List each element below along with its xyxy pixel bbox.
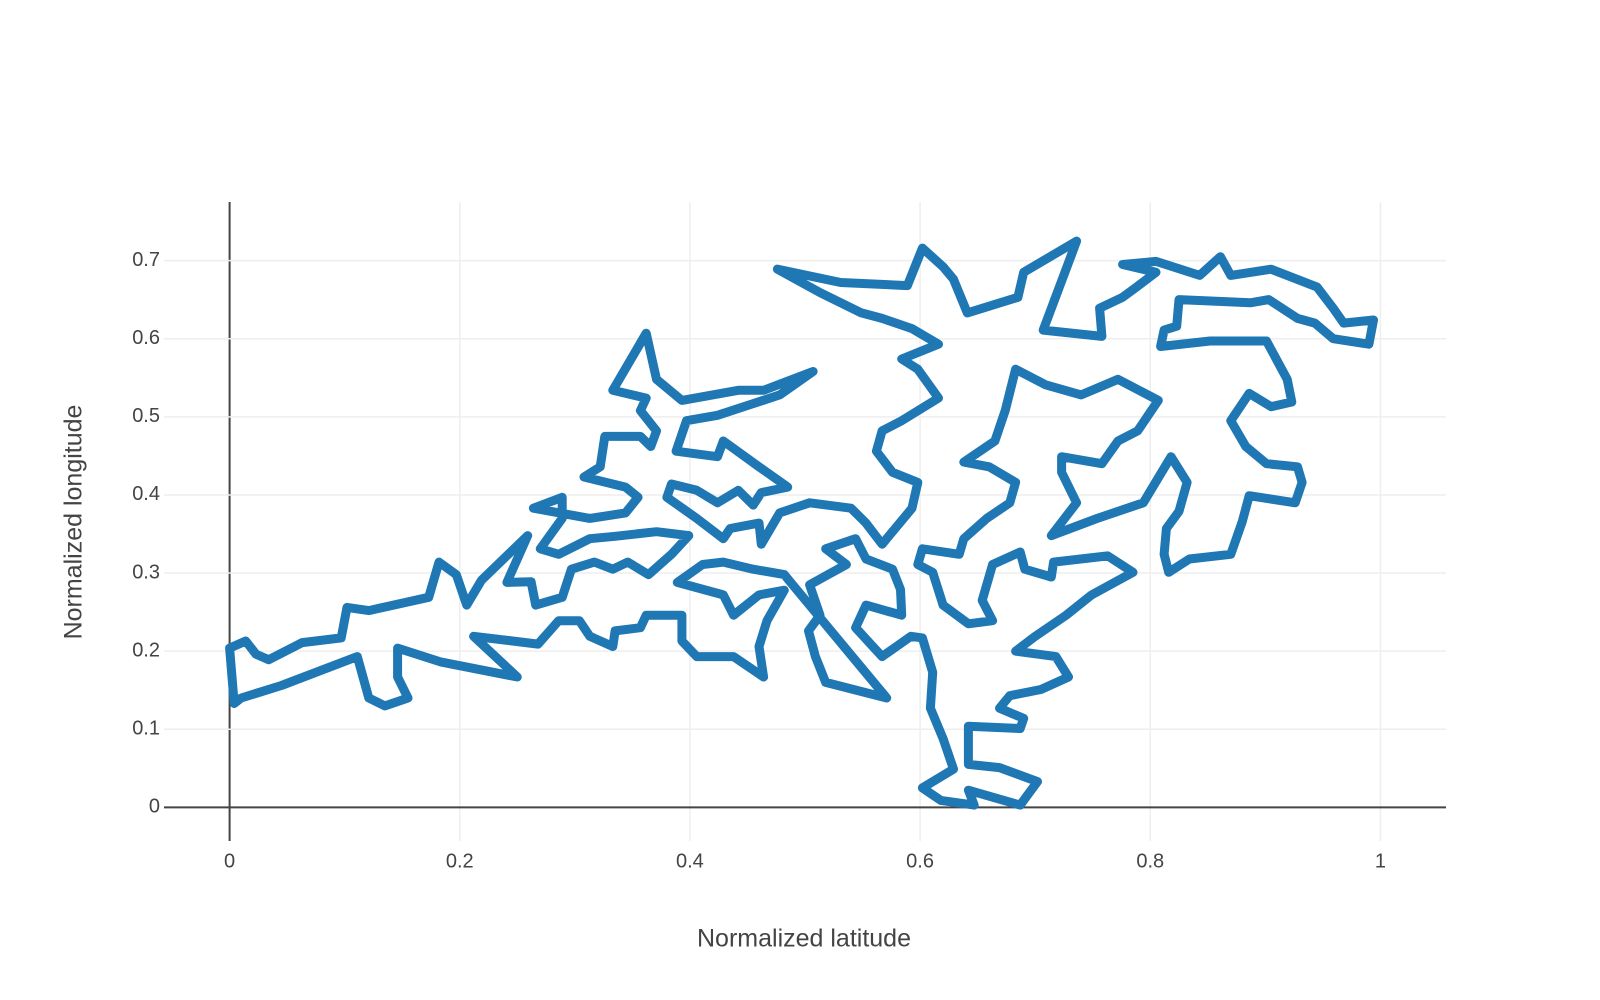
x-tick-label: 0 (224, 850, 235, 872)
x-tick-label: 0.4 (676, 850, 704, 872)
y-tick-label: 0.2 (132, 639, 160, 661)
y-tick-label: 0.4 (132, 483, 160, 505)
y-tick-label: 0 (149, 796, 160, 818)
y-axis-title: Normalized longitude (60, 405, 88, 640)
y-tick-label: 0.5 (132, 405, 160, 427)
y-tick-label: 0.7 (132, 249, 160, 271)
x-tick-label: 1 (1375, 850, 1386, 872)
x-axis-title: Normalized latitude (697, 925, 911, 953)
plot-area (225, 236, 1378, 810)
x-tick-label: 0.6 (906, 850, 934, 872)
y-tick-label: 0.1 (132, 718, 160, 740)
x-tick-label: 0.8 (1136, 850, 1164, 872)
y-tick-label: 0.3 (132, 561, 160, 583)
y-tick-label: 0.6 (132, 327, 160, 349)
route-line (225, 236, 1378, 810)
x-tick-label: 0.2 (446, 850, 474, 872)
